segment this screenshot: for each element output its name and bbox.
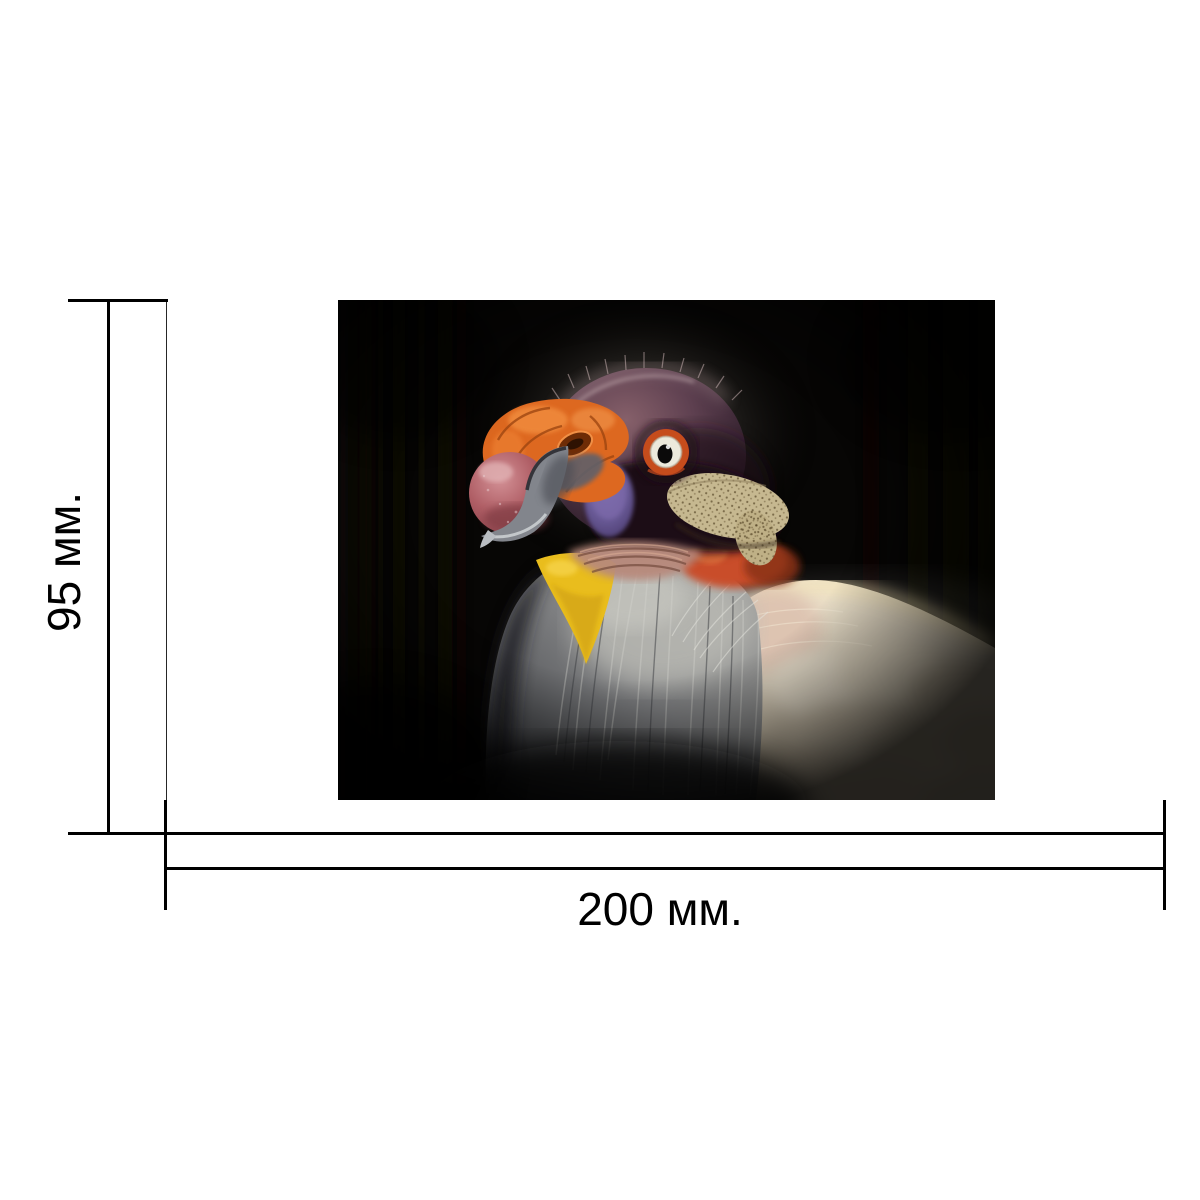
width-dimension-right-tick: [1163, 800, 1166, 910]
bottom-baseline: [68, 832, 1166, 835]
height-label: 95 мм.: [38, 492, 90, 632]
width-dimension-line: [164, 867, 1166, 870]
width-dimension-left-tick: [164, 800, 167, 910]
width-label: 200 мм.: [577, 883, 743, 935]
width-extension-line: [166, 300, 167, 801]
corner-shadows: [338, 300, 995, 800]
height-dimension-top-tick: [68, 299, 168, 302]
king-vulture-illustration: [338, 300, 995, 800]
height-dimension-line: [107, 299, 110, 835]
product-photo: [338, 300, 995, 800]
